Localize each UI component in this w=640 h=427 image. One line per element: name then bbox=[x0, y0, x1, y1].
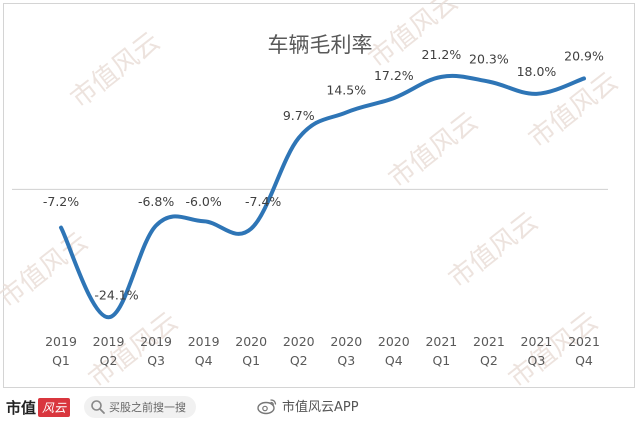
x-tick-label: Q3 bbox=[147, 353, 165, 368]
x-tick-label: 2021 bbox=[568, 334, 600, 349]
data-label: -7.4% bbox=[245, 194, 281, 209]
data-label: 18.0% bbox=[517, 64, 557, 79]
weibo-handle: 市值风云APP bbox=[256, 396, 359, 415]
x-tick-label: Q2 bbox=[480, 353, 498, 368]
data-label: -6.0% bbox=[185, 194, 221, 209]
data-label: 20.9% bbox=[564, 48, 604, 63]
data-label: 9.7% bbox=[283, 108, 315, 123]
x-tick-label: 2021 bbox=[425, 334, 457, 349]
x-tick-label: 2021 bbox=[473, 334, 505, 349]
line-chart: 车辆毛利率 -7.2% -24.1% -6.8% -6.0% -7.4% 9.7% 14.5… bbox=[12, 33, 608, 368]
x-tick-label: Q3 bbox=[337, 353, 355, 368]
x-tick-label: 2020 bbox=[330, 334, 362, 349]
x-tick-label: 2020 bbox=[378, 334, 410, 349]
x-axis-tick-labels: 2019 Q1 2019 Q2 2019 Q3 2019 Q4 2020 Q1 2020 Q2 2020… bbox=[45, 334, 600, 368]
x-tick-label: Q2 bbox=[100, 353, 118, 368]
data-label: -7.2% bbox=[43, 194, 79, 209]
x-tick-label: Q1 bbox=[52, 353, 70, 368]
data-label: -24.1% bbox=[94, 287, 138, 302]
data-labels: -7.2% -24.1% -6.8% -6.0% -7.4% 9.7% 14.5% 17.2%… bbox=[43, 47, 604, 302]
data-label: 21.2% bbox=[422, 47, 462, 62]
x-tick-label: 2019 bbox=[188, 334, 220, 349]
brand-logo: 市值 风云 bbox=[6, 396, 71, 418]
weibo-icon bbox=[257, 398, 277, 414]
x-tick-label: Q4 bbox=[385, 353, 403, 368]
brand-mark: 风云 bbox=[38, 397, 71, 417]
weibo-text: 市值风云APP bbox=[282, 400, 359, 415]
data-label: 17.2% bbox=[374, 68, 414, 83]
chart-title: 车辆毛利率 bbox=[268, 33, 373, 57]
data-label: 20.3% bbox=[469, 52, 509, 67]
search-icon bbox=[91, 400, 105, 414]
series-line bbox=[59, 73, 586, 320]
x-tick-label: 2019 bbox=[45, 334, 77, 349]
brand-text: 市值 bbox=[6, 398, 37, 417]
x-tick-label: Q4 bbox=[575, 353, 593, 368]
search-box[interactable]: 买股之前搜一搜 bbox=[84, 396, 196, 418]
x-tick-label: Q1 bbox=[432, 353, 450, 368]
x-tick-label: 2021 bbox=[521, 334, 553, 349]
x-tick-label: 2019 bbox=[93, 334, 125, 349]
chart-border bbox=[3, 3, 635, 388]
footer-bar: 市值 风云 买股之前搜一搜 市值风云APP bbox=[0, 388, 640, 427]
x-tick-label: Q4 bbox=[195, 353, 213, 368]
x-tick-label: Q3 bbox=[528, 353, 546, 368]
data-label: 14.5% bbox=[326, 82, 366, 97]
x-tick-label: Q2 bbox=[290, 353, 308, 368]
x-tick-label: 2019 bbox=[140, 334, 172, 349]
data-label: -6.8% bbox=[138, 194, 174, 209]
x-tick-label: 2020 bbox=[283, 334, 315, 349]
x-tick-label: Q1 bbox=[242, 353, 260, 368]
search-placeholder: 买股之前搜一搜 bbox=[109, 401, 186, 414]
x-tick-label: 2020 bbox=[235, 334, 267, 349]
